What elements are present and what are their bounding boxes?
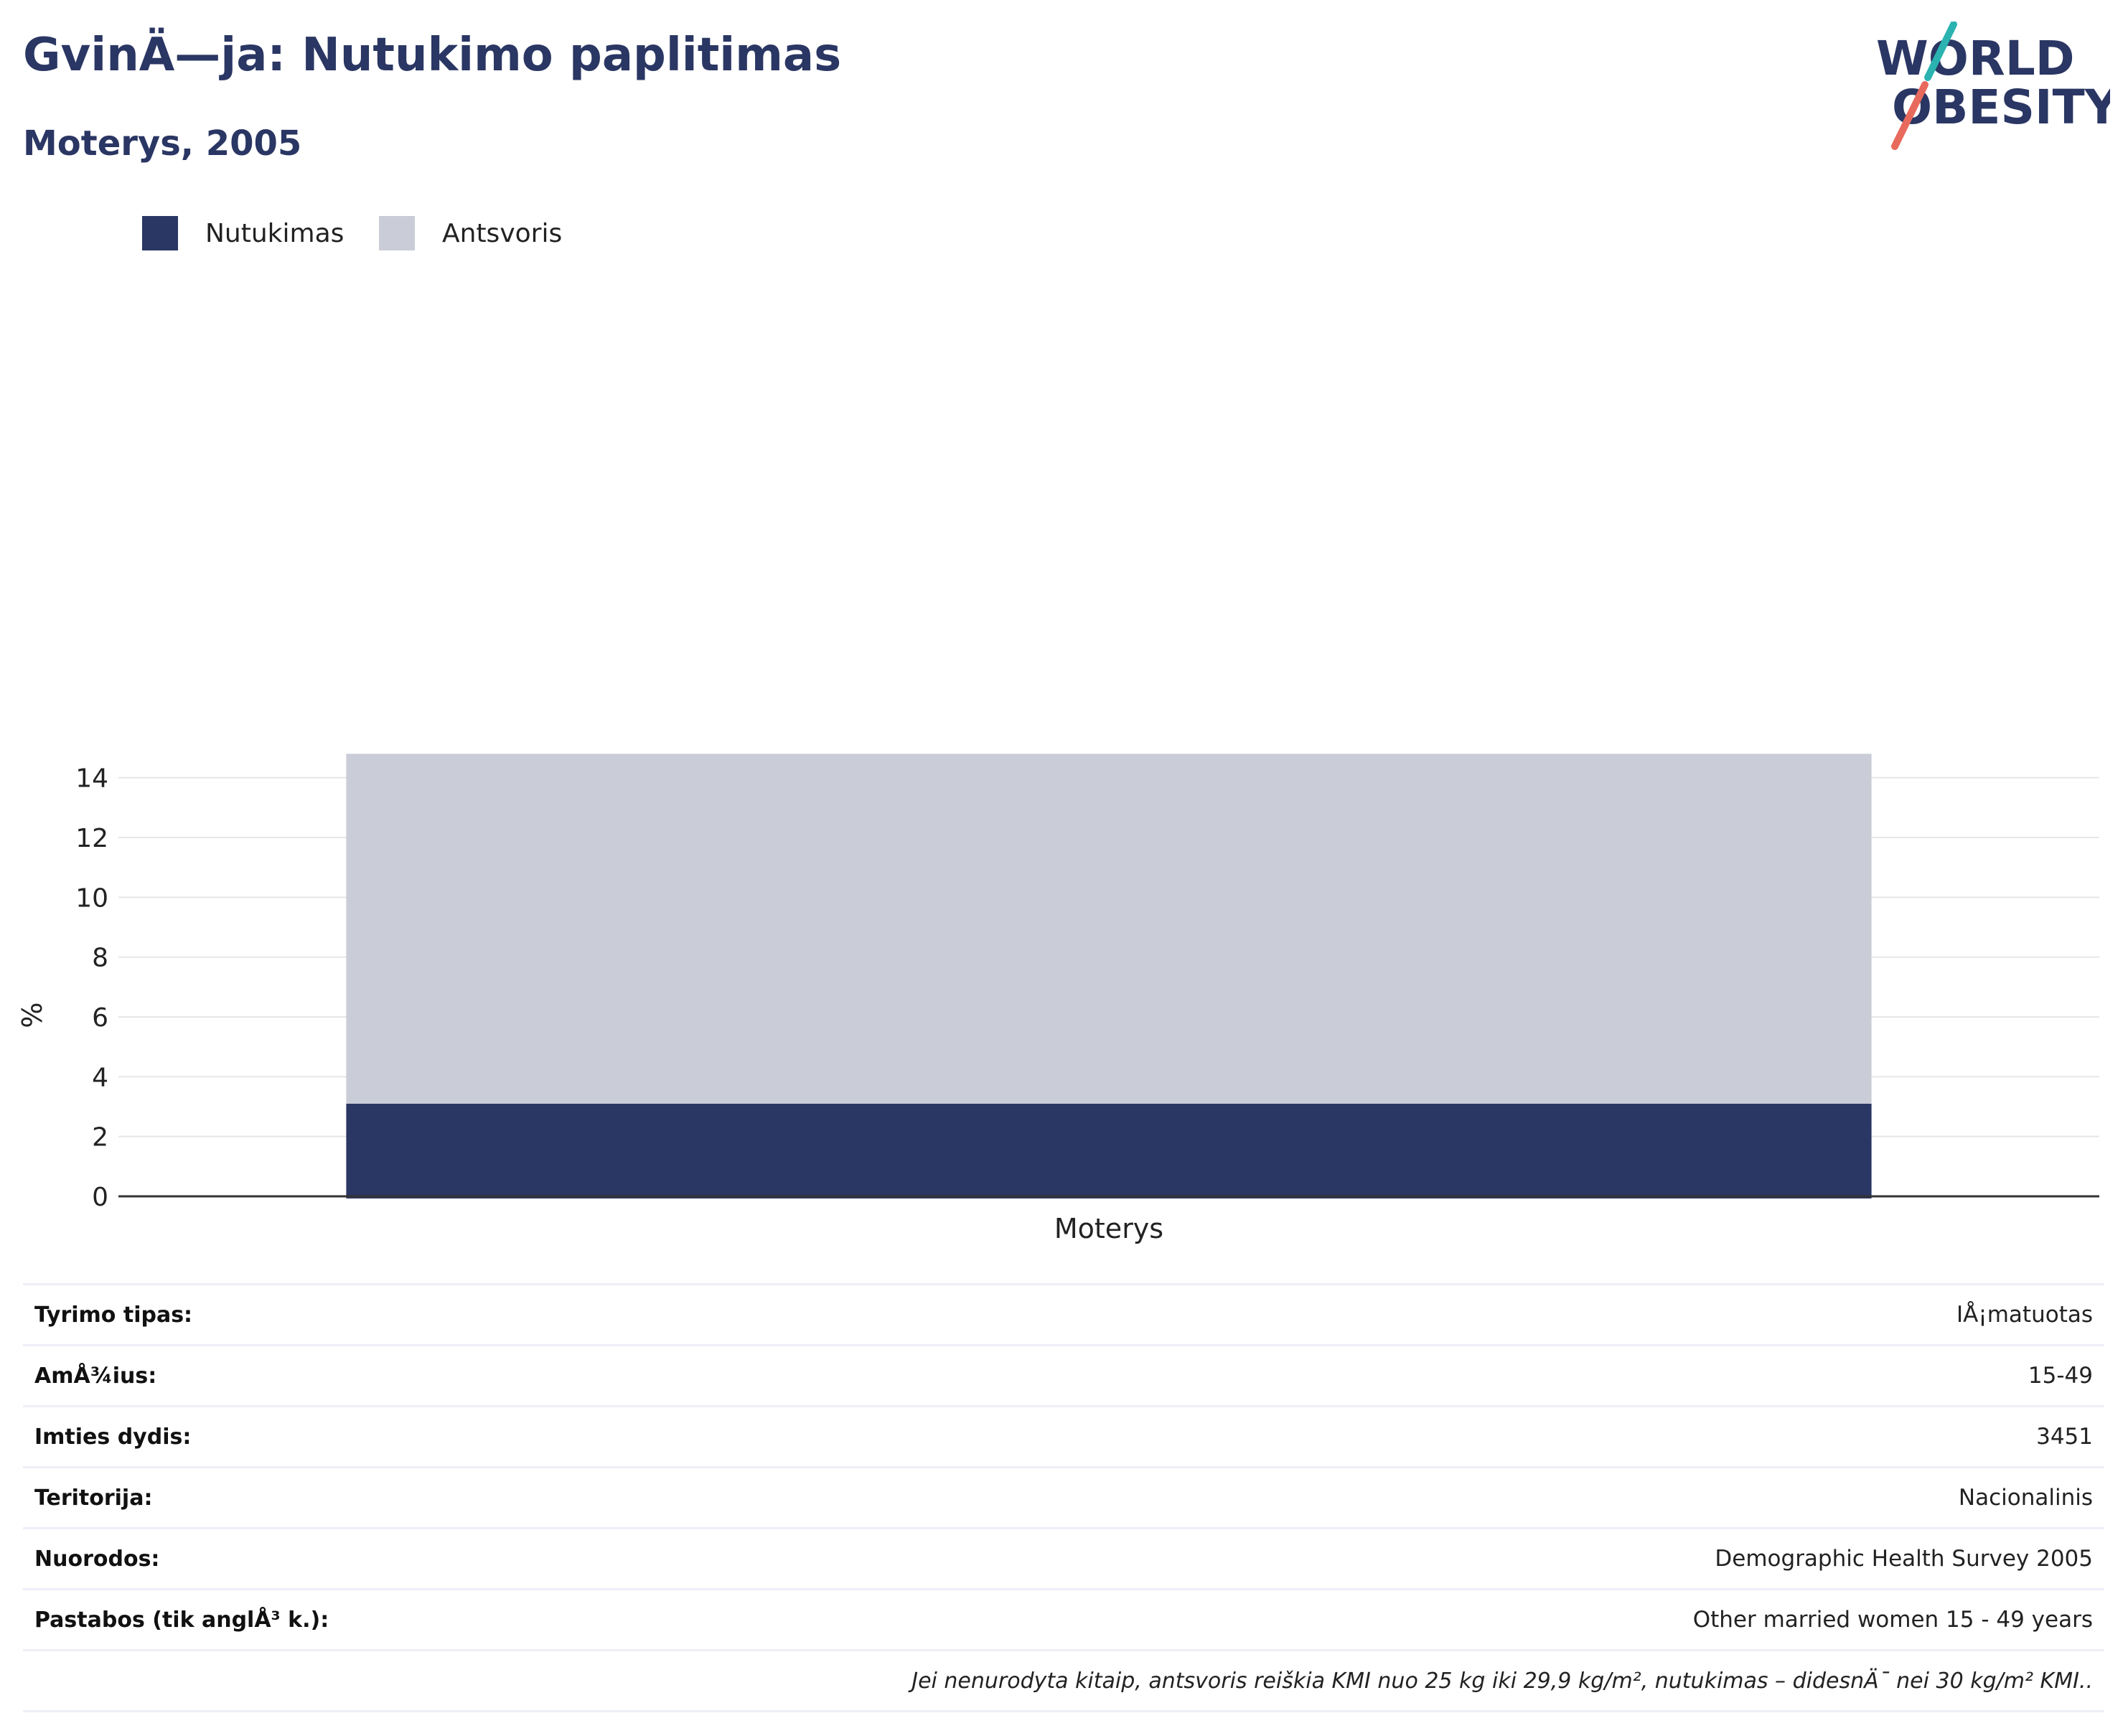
chart-subtitle: Moterys, 2005	[23, 123, 302, 164]
info-table: Tyrimo tipas: IÅ¡matuotas AmÅ¾ius: 15-49…	[23, 1283, 2104, 1712]
info-value: 3451	[2036, 1424, 2093, 1450]
info-footnote-row: Jei nenurodyta kitaip, antsvoris reiškia…	[23, 1649, 2104, 1712]
y-tick-label: 4	[92, 1063, 108, 1092]
logo-line-2: OBESITY	[1892, 80, 2110, 135]
logo-slash-top	[1924, 22, 1957, 81]
y-tick-label: 8	[92, 944, 108, 973]
bar-nutukimas	[346, 1103, 1872, 1198]
legend-label-nutukimas: Nutukimas	[205, 218, 345, 248]
info-value: IÅ¡matuotas	[1956, 1302, 2093, 1328]
info-label: AmÅ¾ius:	[34, 1363, 157, 1389]
info-value: Other married women 15 - 49 years	[1692, 1607, 2093, 1633]
legend-label-antsvoris: Antsvoris	[442, 218, 563, 248]
y-tick-label: 10	[75, 883, 108, 913]
info-row-sample-size: Imties dydis: 3451	[23, 1405, 2104, 1466]
logo-line-1: WORLD	[1876, 31, 2075, 86]
info-row-territory: Teritorija: Nacionalinis	[23, 1466, 2104, 1527]
info-row-references: Nuorodos: Demographic Health Survey 2005	[23, 1527, 2104, 1588]
bars	[346, 754, 1872, 1198]
legend-swatch-antsvoris	[379, 216, 415, 250]
x-tick-label: Moterys	[1054, 1213, 1163, 1244]
y-tick-label: 0	[92, 1183, 108, 1212]
x-tick-labels: Moterys	[1054, 1213, 1163, 1244]
info-value: Nacionalinis	[1958, 1485, 2093, 1511]
y-tick-label: 2	[92, 1123, 108, 1153]
info-value: Demographic Health Survey 2005	[1715, 1546, 2093, 1572]
legend-item-antsvoris[interactable]: Antsvoris	[379, 215, 562, 251]
world-obesity-logo: WORLD OBESITY	[1876, 22, 2110, 150]
info-row-notes: Pastabos (tik anglÅ³ k.): Other married …	[23, 1588, 2104, 1649]
y-tick-labels: 0 2 4 6 8 10 12 14	[75, 764, 108, 1212]
y-tick-label: 12	[75, 824, 108, 853]
info-label: Nuorodos:	[34, 1546, 160, 1572]
logo-slash-bottom	[1891, 81, 1928, 150]
info-label: Teritorija:	[34, 1485, 153, 1511]
info-label: Imties dydis:	[34, 1424, 192, 1450]
bar-antsvoris	[346, 754, 1872, 1104]
info-label: Pastabos (tik anglÅ³ k.):	[34, 1607, 329, 1633]
info-row-survey-type: Tyrimo tipas: IÅ¡matuotas	[23, 1283, 2104, 1344]
info-value: 15-49	[2028, 1363, 2093, 1389]
info-label: Tyrimo tipas:	[34, 1302, 193, 1328]
y-tick-label: 6	[92, 1003, 108, 1033]
chart-title: GvinÄ—ja: Nutukimo paplitimas	[23, 29, 842, 82]
footnote-text: Jei nenurodyta kitaip, antsvoris reiškia…	[911, 1668, 2093, 1694]
y-axis-label: %	[17, 1002, 48, 1028]
info-row-age: AmÅ¾ius: 15-49	[23, 1344, 2104, 1405]
y-tick-label: 14	[75, 764, 108, 794]
bar-chart: 0 2 4 6 8 10 12 14 Moterys %	[17, 754, 2099, 1244]
legend-item-nutukimas[interactable]: Nutukimas	[142, 215, 344, 251]
legend-swatch-nutukimas	[142, 216, 178, 250]
